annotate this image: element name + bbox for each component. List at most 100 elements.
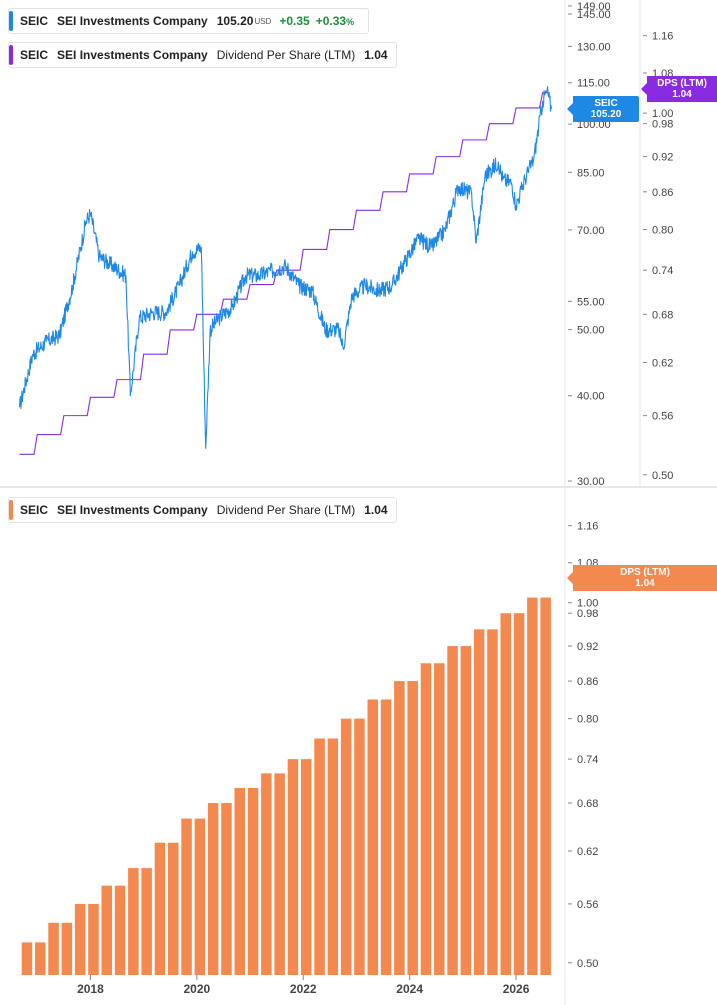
dps-bar <box>500 613 512 975</box>
dps-axis-top-tick-label: 0.68 <box>652 309 673 321</box>
dps-axis-tag-bottom: DPS (LTM) 1.04 <box>567 565 717 591</box>
dps-axis-top-tick-label: 0.50 <box>652 470 673 482</box>
dps-axis-tag-top: DPS (LTM) 1.04 <box>641 76 717 102</box>
price-axis-tick-label: 50.00 <box>577 325 605 337</box>
price-axis-tag: SEIC 105.20 <box>567 96 639 122</box>
dps-bar <box>48 922 59 975</box>
dps-axis-top-tick-label: 0.86 <box>652 187 673 199</box>
dps-bar <box>128 868 139 975</box>
dps-bar <box>540 597 551 975</box>
dps-bar <box>167 842 179 975</box>
price-axis-tick-label: 40.00 <box>577 391 605 403</box>
price-axis-tick-label: 100.00 <box>577 119 611 131</box>
price-axis-tick-label: 30.00 <box>577 476 605 488</box>
dps-axis-top-tick-label: 1.16 <box>652 31 673 43</box>
dps-bar <box>513 613 525 975</box>
change-pct-value: +0.33 <box>315 14 347 28</box>
dps-bar <box>21 942 33 975</box>
x-axis-tick-label: 2020 <box>183 982 210 996</box>
dps-legend-bottom[interactable]: SEIC SEI Investments Company Dividend Pe… <box>8 497 397 523</box>
dps-bar <box>394 681 405 975</box>
price-tag-value: 105.20 <box>590 109 622 120</box>
price-line <box>18 86 553 449</box>
dps-bar <box>141 868 152 975</box>
dps-legend-bottom-value: 1.04 <box>364 503 388 517</box>
price-tag-name: SEIC <box>594 98 618 109</box>
dps-axis-bottom-tick-label: 0.56 <box>577 899 598 911</box>
dps-tag-top-name: DPS (LTM) <box>657 78 707 89</box>
dps-axis-bottom-tick-label: 0.50 <box>577 958 598 970</box>
x-axis-tick-label: 2018 <box>77 982 104 996</box>
price-legend-value: 105.20 <box>216 14 254 28</box>
dps-bar <box>327 738 339 975</box>
x-axis-tick-label: 2022 <box>290 982 317 996</box>
dps-bar <box>207 803 219 975</box>
dps-tag-top-value: 1.04 <box>672 89 692 100</box>
dps-axis-top-tick-label: 0.74 <box>652 265 673 277</box>
dps-axis-top-tick-label: 0.98 <box>652 119 673 131</box>
dps-bar <box>367 699 379 975</box>
x-axis-tick-label: 2026 <box>503 982 530 996</box>
dps-bar <box>34 942 46 975</box>
dps-legend-top-value: 1.04 <box>364 48 388 62</box>
dps-axis-bottom-tick-label: 0.86 <box>577 676 598 688</box>
dps-legend-top-ticker: SEIC <box>20 48 49 62</box>
dps-axis-top-tick-label: 0.56 <box>652 411 673 423</box>
dps-legend-bottom-metric: Dividend Per Share (LTM) <box>216 503 356 517</box>
dps-axis-bottom-tick-label: 0.80 <box>577 714 598 726</box>
price-axis-tick-label: 55.00 <box>577 296 605 308</box>
price-axis-tick-label: 115.00 <box>577 78 610 90</box>
dps-bar <box>74 903 86 975</box>
dps-axis-top-tick-label: 1.00 <box>652 108 673 120</box>
price-legend-company: SEI Investments Company <box>57 14 208 28</box>
dps-bar <box>434 663 445 975</box>
dps-axis-top-tick-label: 0.80 <box>652 225 673 237</box>
price-axis-tick-label: 130.00 <box>577 41 611 53</box>
dps-axis-bottom-tick-label: 0.92 <box>577 641 598 653</box>
dps-axis-bottom-tick-label: 1.16 <box>577 521 598 533</box>
dps-bar <box>274 773 285 975</box>
dps-bar <box>420 663 432 975</box>
dps-axis-bottom-tick-label: 0.74 <box>577 754 598 766</box>
dps-bar <box>247 787 259 975</box>
dps-bar <box>354 718 365 975</box>
change-pct-sign: % <box>346 17 355 27</box>
dps-tag-bottom-name: DPS (LTM) <box>620 567 670 578</box>
dps-bar <box>88 903 99 975</box>
price-axis-tick-label: 149.00 <box>577 1 611 13</box>
dps-bar <box>340 718 352 975</box>
dps-axis-bottom-tick-label: 0.98 <box>577 608 598 620</box>
dps-axis-bottom-tick-label: 0.68 <box>577 798 598 810</box>
price-legend-ticker: SEIC <box>20 14 49 28</box>
price-legend-change-pct: +0.33% <box>316 14 354 28</box>
price-axis-tick-label: 70.00 <box>577 225 605 237</box>
price-axis-tick-label: 145.00 <box>577 9 611 21</box>
dps-legend-top-metric: Dividend Per Share (LTM) <box>216 48 356 62</box>
dps-bar <box>61 922 73 975</box>
dps-legend-top-company: SEI Investments Company <box>57 48 208 62</box>
dps-bar <box>473 629 485 975</box>
dps-bar <box>300 759 312 975</box>
dps-legend-bottom-company: SEI Investments Company <box>57 503 208 517</box>
dps-bar <box>101 885 112 975</box>
dps-bar <box>527 597 538 975</box>
dps-axis-bottom-tick-label: 1.00 <box>577 598 598 610</box>
dps-axis-bottom-tick-label: 0.62 <box>577 846 598 858</box>
price-legend-change: +0.35 <box>279 14 310 28</box>
dps-bar <box>287 759 299 975</box>
dps-bar <box>447 646 458 975</box>
dps-bar <box>234 787 245 975</box>
price-legend[interactable]: SEIC SEI Investments Company 105.20 USD … <box>8 8 370 34</box>
dps-bar <box>194 818 206 975</box>
dps-bar <box>181 818 192 975</box>
price-legend-swatch <box>9 11 13 31</box>
dps-legend-bottom-swatch <box>9 500 13 520</box>
dps-bar <box>380 699 392 975</box>
dps-axis-top-tick-label: 0.92 <box>652 152 673 164</box>
dps-bar <box>460 646 472 975</box>
dps-legend-top[interactable]: SEIC SEI Investments Company Dividend Pe… <box>8 42 397 68</box>
price-axis-tick-label: 85.00 <box>577 167 605 179</box>
dps-axis-top-tick-label: 0.62 <box>652 358 673 370</box>
dps-bar <box>114 885 126 975</box>
